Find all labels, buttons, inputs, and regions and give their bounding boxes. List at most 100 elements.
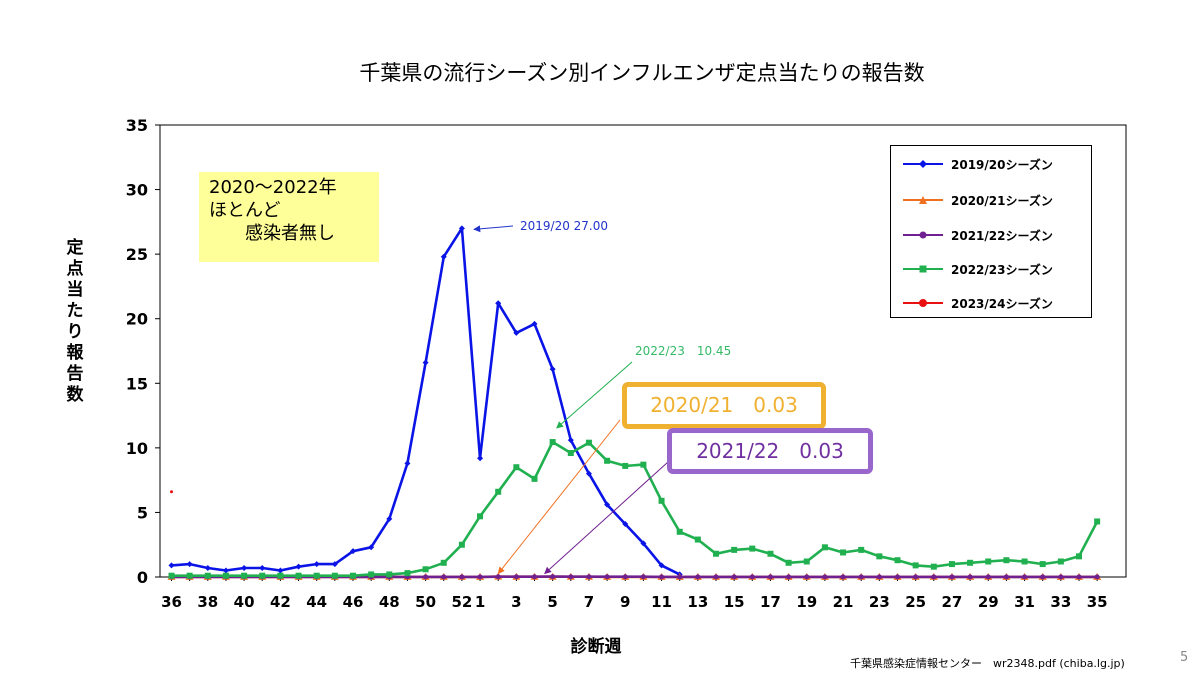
legend-item-2023-24: 2023/24シーズン	[891, 293, 1091, 313]
data-point	[876, 574, 882, 580]
data-point	[1058, 574, 1064, 580]
data-point	[912, 562, 919, 569]
callout-arrow-2223	[556, 361, 633, 429]
data-point	[241, 564, 248, 571]
data-point	[677, 574, 683, 580]
x-tick-label: 35	[1087, 593, 1108, 611]
data-point	[676, 528, 683, 535]
data-point	[1003, 574, 1009, 580]
x-axis-ticks: 36 38 40 42 44 46 48 50 52 1 3 5 7 9 11 13 15 17 19 21 23 25 2…	[161, 577, 1108, 611]
series-2023/24シーズン	[170, 490, 173, 494]
data-point	[295, 563, 302, 570]
legend-item-2019-20: 2019/20シーズン	[891, 154, 1091, 174]
data-point	[731, 546, 738, 553]
note-line: 2020〜2022年	[209, 177, 337, 198]
data-point	[277, 572, 284, 579]
data-point	[441, 574, 447, 580]
y-tick-label: 30	[126, 181, 148, 200]
x-tick-label: 38	[197, 593, 218, 611]
callout-box-2020-21-text: 2020/21 0.03	[650, 393, 798, 417]
data-point	[622, 521, 629, 528]
data-point	[295, 572, 302, 579]
data-point	[930, 563, 937, 570]
data-point	[804, 574, 810, 580]
data-point	[458, 541, 465, 548]
data-point	[604, 501, 611, 508]
data-point	[786, 574, 792, 580]
data-point	[440, 253, 447, 260]
data-point	[241, 572, 248, 579]
x-tick-label: 42	[270, 593, 291, 611]
y-tick-label: 35	[126, 116, 148, 135]
data-point	[585, 470, 592, 477]
x-tick-label: 33	[1050, 593, 1071, 611]
data-point	[350, 548, 356, 555]
series-line	[171, 440, 1099, 578]
data-point	[822, 574, 828, 580]
data-point	[604, 574, 610, 580]
data-point	[840, 549, 847, 556]
x-axis-label: 診断週	[571, 636, 622, 657]
data-point	[350, 572, 356, 579]
data-point	[531, 475, 538, 482]
source-credit: 千葉県感染症情報センター wr2348.pdf (chiba.lg.jp)	[850, 657, 1125, 670]
x-tick-label: 44	[306, 593, 327, 611]
x-tick-label: 50	[415, 593, 436, 611]
data-point	[1094, 518, 1101, 525]
x-tick-label: 9	[620, 593, 630, 611]
data-point	[368, 544, 375, 551]
data-point	[585, 439, 592, 446]
data-point	[459, 574, 465, 580]
data-point	[458, 225, 465, 232]
legend-label: 2023/24シーズン	[951, 297, 1053, 311]
data-point	[222, 567, 229, 574]
x-tick-label: 11	[651, 593, 672, 611]
data-point	[331, 572, 338, 579]
legend-item-2022-23: 2022/23シーズン	[891, 259, 1091, 279]
y-axis-label-char: 定	[67, 237, 84, 258]
data-point	[513, 329, 520, 336]
legend-label: 2022/23シーズン	[951, 263, 1053, 277]
data-point	[858, 574, 864, 580]
data-point	[168, 562, 175, 569]
x-tick-label: 19	[796, 593, 817, 611]
y-axis-label-char: 当	[67, 279, 84, 300]
series-2019/20シーズン	[168, 225, 683, 578]
x-tick-label: 48	[379, 593, 400, 611]
data-point	[567, 437, 574, 444]
data-point	[803, 558, 810, 565]
series-line	[171, 227, 681, 576]
data-point	[658, 562, 665, 569]
data-point	[949, 574, 955, 580]
data-point	[1022, 574, 1028, 580]
data-point	[404, 570, 411, 577]
data-point	[550, 574, 556, 580]
y-axis-label-char: 告	[67, 363, 84, 384]
data-point	[658, 497, 665, 504]
y-tick-label: 10	[126, 439, 148, 458]
page-number: 5	[1180, 650, 1189, 665]
data-point	[931, 574, 937, 580]
data-point	[1076, 553, 1082, 560]
x-tick-label: 52	[451, 593, 472, 611]
data-point	[170, 490, 173, 494]
data-point	[895, 574, 900, 580]
y-axis-label-char: た	[67, 301, 84, 321]
x-tick-label: 40	[234, 593, 255, 611]
data-point	[1094, 574, 1100, 580]
data-point	[477, 513, 484, 520]
data-point	[985, 574, 991, 580]
callout-arrow-2122	[544, 461, 669, 575]
data-point	[477, 574, 483, 580]
data-point	[785, 559, 792, 566]
data-point	[204, 564, 211, 571]
data-point	[513, 574, 519, 580]
data-point	[1057, 558, 1064, 565]
data-point	[313, 561, 320, 568]
x-tick-label: 46	[343, 593, 364, 611]
data-point	[168, 572, 175, 579]
data-point	[1040, 574, 1046, 580]
data-point	[967, 574, 973, 580]
y-axis-label-char: 報	[67, 342, 85, 363]
